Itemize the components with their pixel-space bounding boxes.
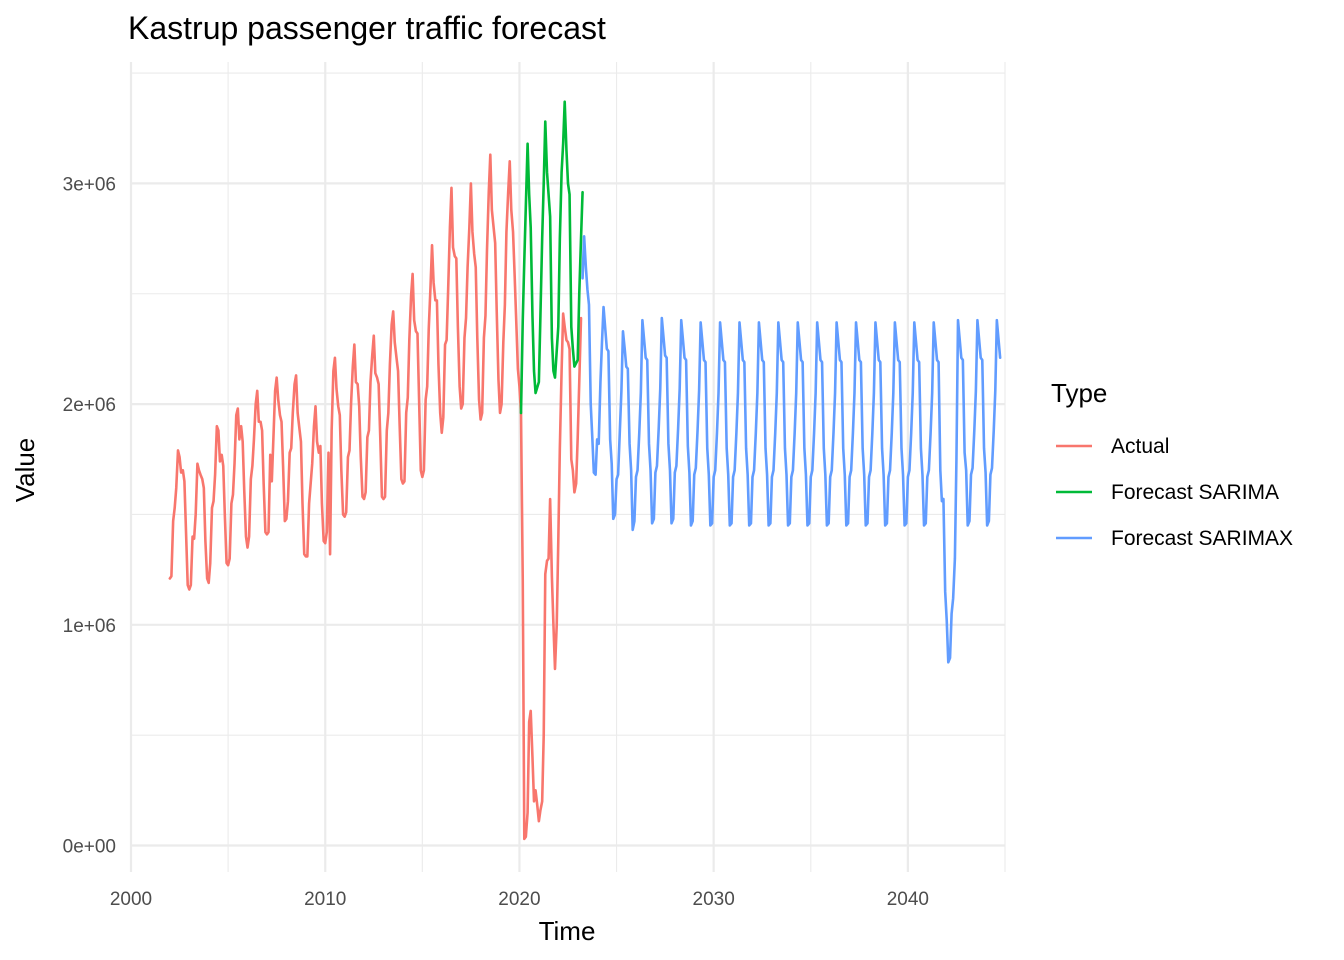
series-line-forecast-sarima	[519, 100, 584, 415]
legend-label: Actual	[1111, 435, 1169, 458]
y-tick-label: 3e+06	[63, 174, 116, 195]
series-line-forecast-sarimax	[581, 235, 1002, 664]
y-axis-title: Value	[10, 438, 40, 503]
series-line-actual	[168, 153, 583, 841]
series-lines	[168, 100, 1002, 841]
legend: Type Actual Forecast SARIMA Forecast SARIM…	[1051, 378, 1293, 550]
x-tick-label: 2030	[693, 889, 735, 910]
x-axis-title: Time	[539, 916, 596, 946]
x-axis-ticks: 2000 2010 2020 2030 2040	[110, 889, 929, 910]
legend-label: Forecast SARIMA	[1111, 481, 1279, 504]
legend-label: Forecast SARIMAX	[1111, 527, 1293, 550]
legend-title: Type	[1051, 378, 1107, 408]
y-tick-label: 1e+06	[63, 616, 116, 637]
x-tick-label: 2010	[304, 889, 346, 910]
y-tick-label: 2e+06	[63, 395, 116, 416]
x-tick-label: 2040	[887, 889, 929, 910]
x-tick-label: 2020	[498, 889, 540, 910]
y-axis-ticks: 0e+00 1e+06 2e+06 3e+06	[63, 174, 116, 857]
x-tick-label: 2000	[110, 889, 152, 910]
y-tick-label: 0e+00	[63, 837, 116, 858]
chart-title: Kastrup passenger traffic forecast	[128, 10, 606, 46]
